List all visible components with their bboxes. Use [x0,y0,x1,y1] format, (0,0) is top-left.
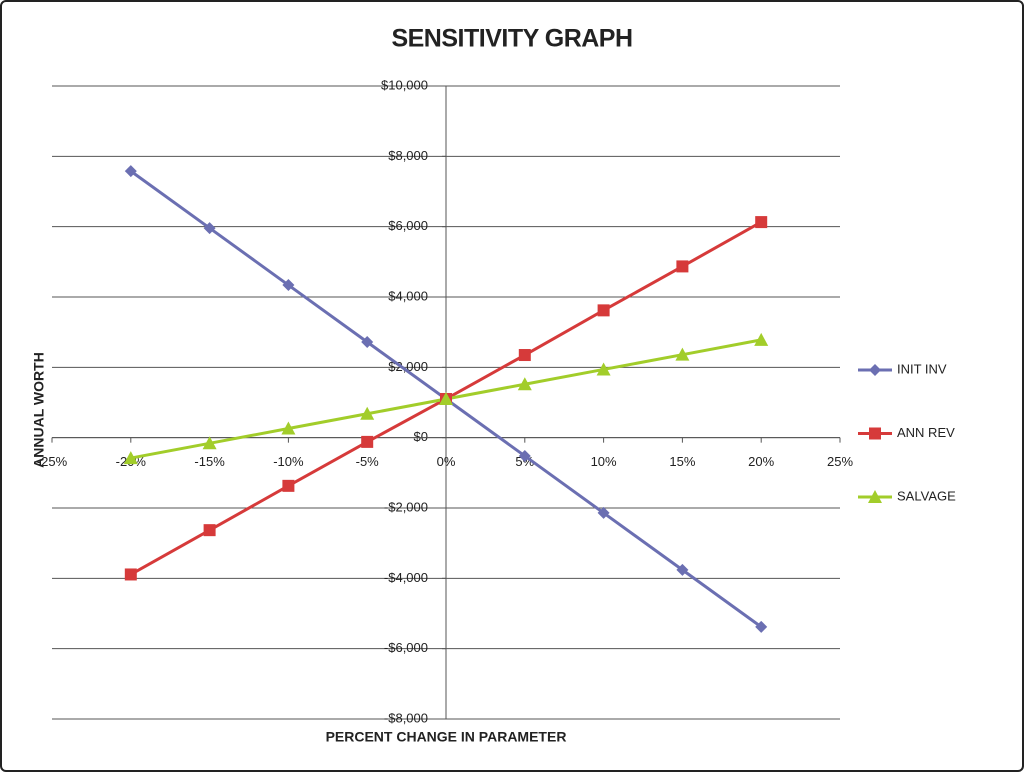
y-tick-label: $0 [414,429,428,444]
x-tick-label: 0% [437,454,456,469]
marker [203,524,216,537]
x-tick-label: -10% [273,454,304,469]
x-tick-label: 20% [748,454,774,469]
marker [675,347,690,361]
legend-label: SALVAGE [897,488,956,503]
marker [124,568,137,581]
y-tick-label: -$8,000 [384,710,428,725]
y-tick-label: -$6,000 [384,640,428,655]
y-axis-title: ANNUAL WORTH [31,352,47,468]
y-tick-label: -$4,000 [384,570,428,585]
marker [361,435,374,448]
marker [439,391,453,405]
x-tick-label: 15% [669,454,695,469]
marker [755,620,768,633]
x-tick-label: 25% [827,454,853,469]
marker [361,336,374,349]
y-tick-label: $6,000 [388,218,428,233]
marker [754,332,769,346]
x-tick-label: -25% [37,454,68,469]
marker [282,279,295,292]
marker [123,451,138,465]
x-tick-label: -15% [194,454,225,469]
legend-label: INIT INV [897,361,947,376]
marker [676,563,689,576]
x-tick-label: -5% [356,454,380,469]
marker [755,216,768,229]
marker [518,449,531,462]
y-tick-label: -$2,000 [384,499,428,514]
marker [202,436,217,450]
y-tick-label: $10,000 [381,77,428,92]
marker [124,165,137,178]
marker [203,222,216,235]
chart-title: SENSITIVITY GRAPH [391,25,632,53]
x-tick-label: 10% [591,454,617,469]
y-tick-label: $4,000 [388,288,428,303]
marker [360,406,375,420]
x-axis-title: PERCENT CHANGE IN PARAMETER [326,729,567,745]
marker [596,362,611,376]
marker [676,260,689,273]
marker [868,490,882,503]
marker [597,304,610,317]
y-tick-label: $8,000 [388,148,428,163]
marker [869,364,881,376]
marker [597,506,610,519]
marker [869,427,881,440]
marker [282,479,295,492]
legend-label: ANN REV [897,425,955,440]
marker [518,349,531,362]
marker [517,377,532,391]
marker [281,421,296,435]
y-tick-label: $2,000 [388,359,428,374]
